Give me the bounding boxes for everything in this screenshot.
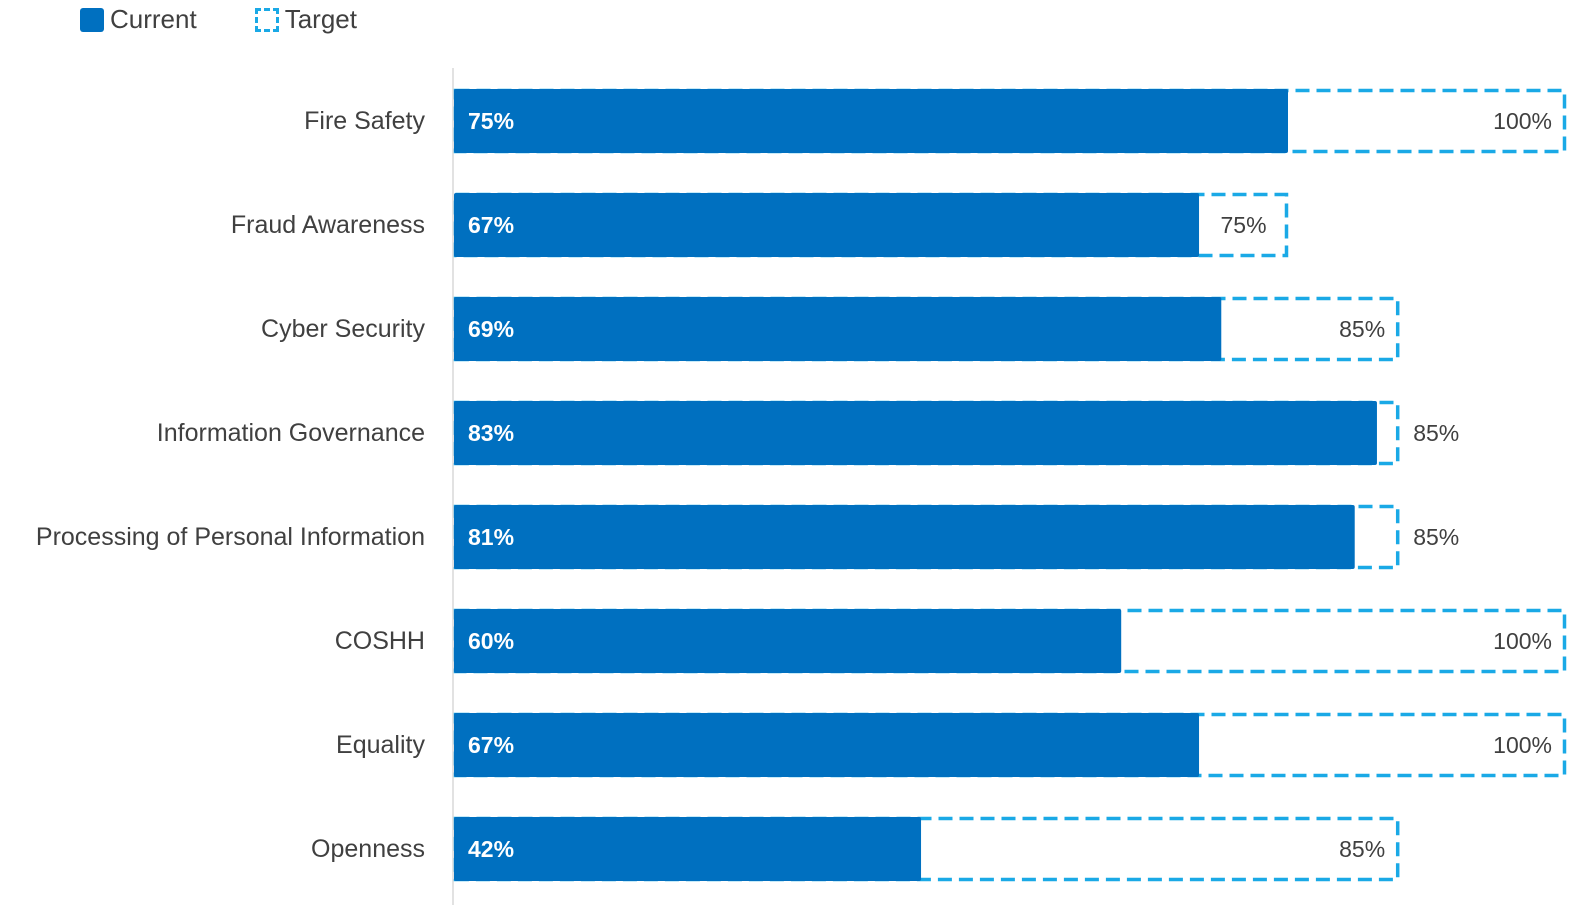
target-value-label-6: 100% xyxy=(1493,732,1552,758)
legend-item-current: Current xyxy=(80,4,197,35)
category-label-2: Cyber Security xyxy=(261,315,425,343)
target-value-label-2: 85% xyxy=(1339,316,1385,342)
target-value-label-4: 85% xyxy=(1413,524,1459,550)
category-label-1: Fraud Awareness xyxy=(231,211,425,239)
current-value-label-7: 42% xyxy=(468,836,514,862)
current-bar-1 xyxy=(454,193,1200,257)
current-bar-2 xyxy=(454,297,1222,361)
current-value-label-1: 67% xyxy=(468,212,514,238)
current-value-label-6: 67% xyxy=(468,732,514,758)
current-bar-7 xyxy=(454,817,922,881)
category-label-3: Information Governance xyxy=(157,419,425,447)
target-value-label-5: 100% xyxy=(1493,628,1552,654)
category-label-7: Openness xyxy=(311,835,425,863)
current-value-label-5: 60% xyxy=(468,628,514,654)
current-value-label-2: 69% xyxy=(468,316,514,342)
current-bar-5 xyxy=(454,609,1122,673)
category-label-5: COSHH xyxy=(335,627,425,655)
current-value-label-4: 81% xyxy=(468,524,514,550)
legend-label-current: Current xyxy=(110,4,197,34)
current-bar-4 xyxy=(454,505,1355,569)
category-label-0: Fire Safety xyxy=(304,107,425,135)
legend-swatch-target xyxy=(254,7,279,32)
legend-label-target: Target xyxy=(284,4,357,34)
target-value-label-0: 100% xyxy=(1493,108,1552,134)
target-value-label-3: 85% xyxy=(1413,420,1459,446)
category-label-4: Processing of Personal Information xyxy=(36,523,425,551)
current-value-label-0: 75% xyxy=(468,108,514,134)
target-value-label-7: 85% xyxy=(1339,836,1385,862)
legend: Current Target xyxy=(80,4,415,35)
current-bar-6 xyxy=(454,713,1200,777)
category-label-6: Equality xyxy=(336,731,425,759)
legend-swatch-current xyxy=(80,7,104,32)
current-bar-3 xyxy=(454,401,1377,465)
target-value-label-1: 75% xyxy=(1220,212,1266,238)
current-bar-0 xyxy=(454,89,1288,153)
current-value-label-3: 83% xyxy=(468,420,514,446)
legend-item-target: Target xyxy=(254,4,357,35)
